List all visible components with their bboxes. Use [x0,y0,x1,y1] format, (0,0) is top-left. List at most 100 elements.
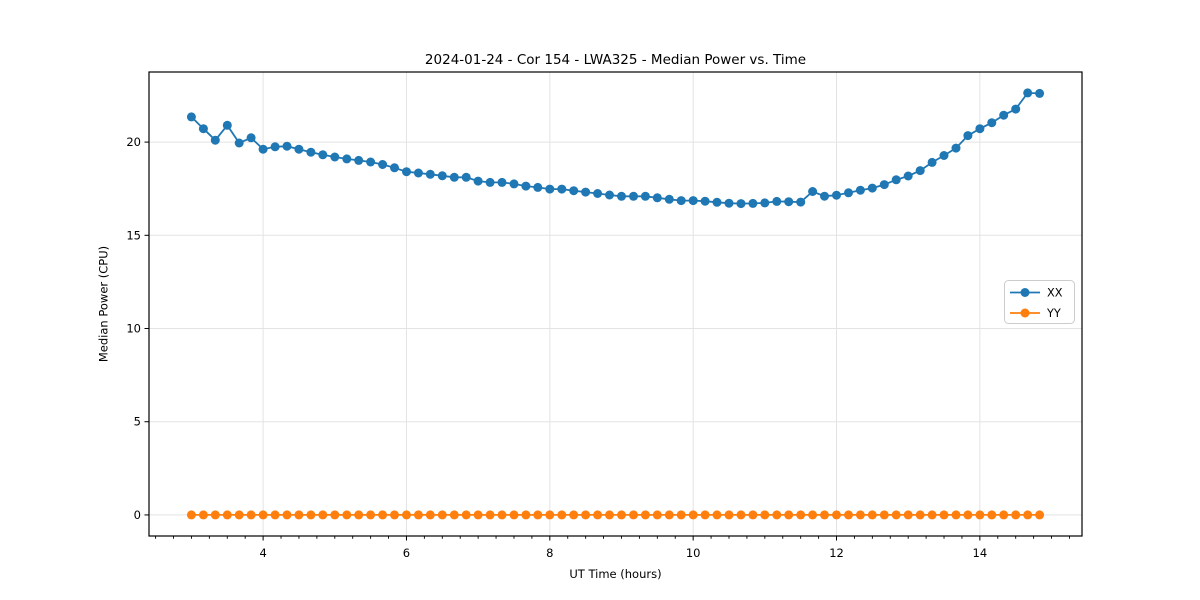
data-point [736,510,746,520]
data-point [437,171,447,181]
data-point [557,510,567,520]
data-point [1023,88,1033,98]
data-point [270,510,280,520]
data-point [999,110,1009,120]
data-point [700,196,710,206]
data-point [629,510,638,520]
data-point [1011,104,1021,114]
data-point [879,180,889,190]
data-point [820,191,829,201]
data-point [581,510,591,520]
y-tick-label: 5 [134,415,141,429]
data-point [330,152,340,162]
data-point [832,190,841,200]
data-point [378,160,388,169]
y-tick-label: 15 [126,228,141,242]
data-point [425,169,435,179]
data-point [1011,510,1021,520]
plot-frame [148,71,1083,537]
data-point [927,510,937,520]
series-line-XX [190,91,1040,205]
data-point [808,510,818,520]
y-axis-label: Median Power (CPU) [97,246,111,362]
data-point [473,510,483,520]
data-point [640,510,650,520]
legend: XX YY [1004,280,1075,324]
data-point [306,147,316,157]
data-point [724,198,734,208]
data-point [975,510,985,520]
data-point [222,510,232,520]
data-point [186,510,196,520]
data-point [664,194,674,204]
data-point [449,510,459,520]
data-point [342,510,352,520]
data-point [210,135,220,145]
data-point [366,510,376,520]
data-point [485,177,495,187]
data-point [903,510,913,520]
data-point [413,510,423,520]
data-point [772,196,782,206]
legend-label: XX [1047,287,1063,300]
x-tick-label: 10 [686,546,701,560]
data-point [569,510,579,520]
data-point [437,510,447,520]
data-point [652,193,662,203]
data-point [413,168,423,178]
data-point [222,120,232,130]
data-point [999,510,1009,520]
data-point [844,188,853,198]
data-point [772,510,782,520]
data-point [688,510,698,520]
data-point [617,191,626,201]
data-point [294,510,304,520]
data-point [963,510,973,520]
data-point [987,118,997,128]
data-point [760,510,770,520]
data-point [820,510,829,520]
data-point [712,197,722,207]
data-point [198,124,208,134]
data-point [700,510,710,520]
data-point [402,167,411,177]
data-point [210,510,220,520]
x-tick-label: 4 [259,546,266,560]
data-point [557,184,567,194]
data-series [186,88,1045,520]
data-point [282,510,292,520]
data-point [318,150,328,160]
data-point [676,196,686,206]
data-point [605,510,614,520]
data-point [306,510,316,520]
data-point [629,191,638,201]
data-point [533,510,543,520]
data-point [402,510,411,520]
data-point [855,185,865,195]
data-point [1023,510,1033,520]
data-point [963,131,973,141]
data-point [461,510,471,520]
data-point [796,197,806,207]
data-point [330,510,340,520]
data-point [425,510,435,520]
data-point [760,198,770,208]
data-point [318,510,328,520]
grid [149,72,1082,536]
data-point [736,199,746,209]
data-point [378,510,388,520]
data-point [533,182,543,192]
data-point [927,157,937,167]
data-point [688,196,698,206]
data-point [867,510,877,520]
data-point [855,510,865,520]
data-point [1035,510,1045,520]
y-tick-label: 20 [126,135,141,149]
data-point [497,510,507,520]
data-point [270,142,280,152]
data-point [987,510,997,520]
data-point [509,179,519,189]
data-point [605,190,614,200]
data-point [796,510,806,520]
